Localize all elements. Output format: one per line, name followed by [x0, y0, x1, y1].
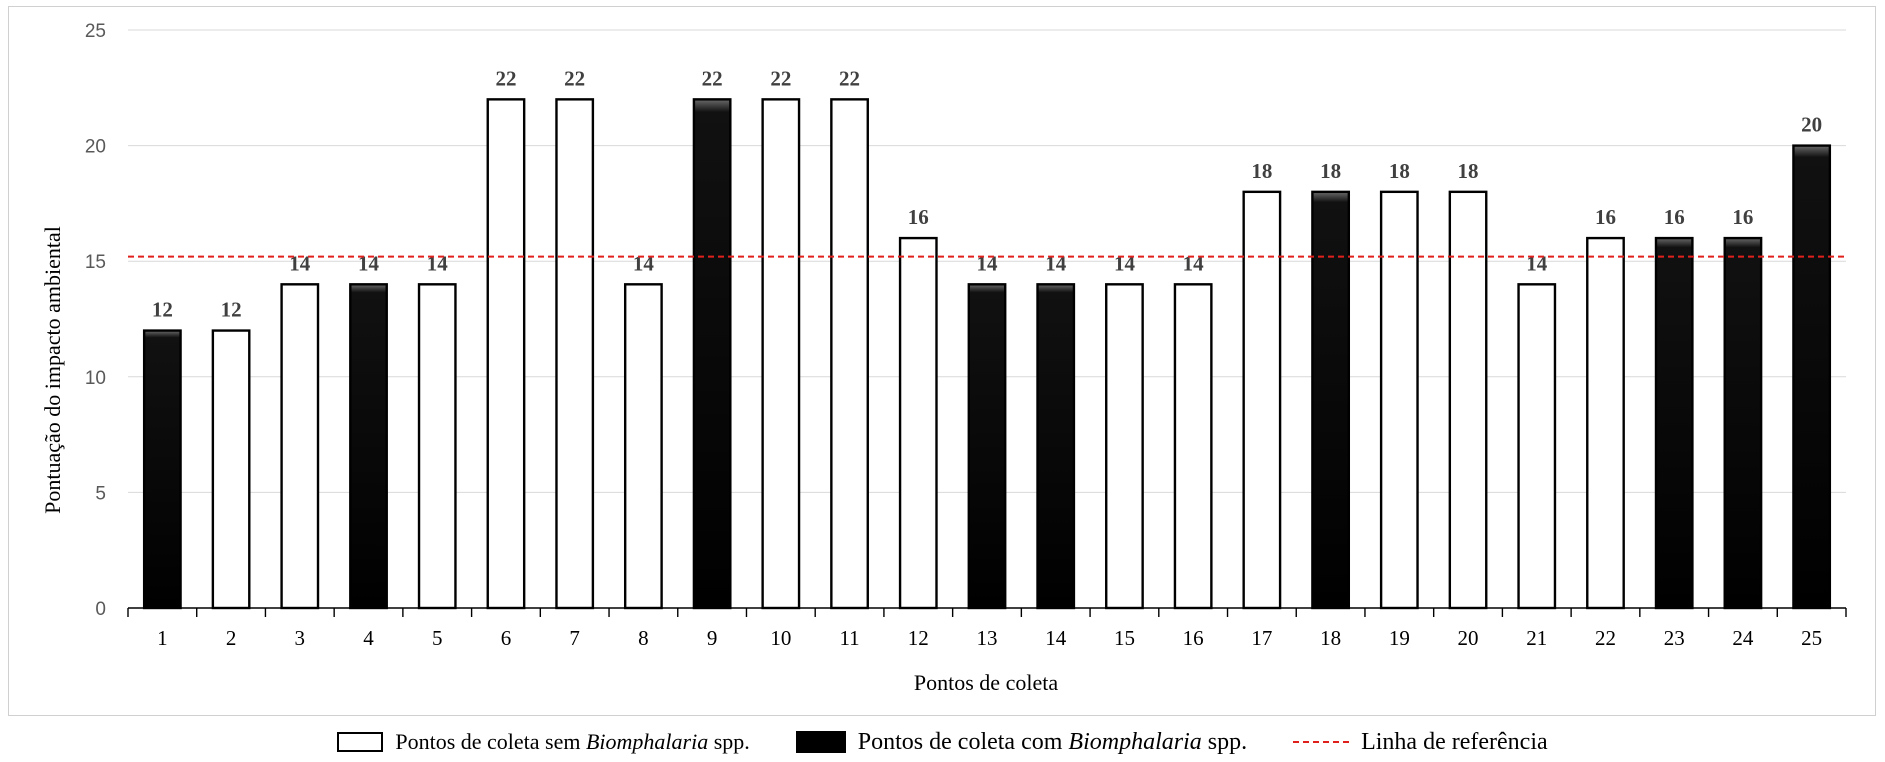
- legend-item-without: Pontos de coleta sem Biomphalaria spp.: [337, 729, 750, 755]
- x-tick-label-17: 17: [1251, 626, 1272, 650]
- value-label-3: 14: [289, 251, 311, 275]
- bar-17: [1242, 190, 1282, 610]
- value-label-10: 22: [770, 66, 791, 90]
- value-label-19: 18: [1389, 159, 1410, 183]
- bar-13: [967, 283, 1007, 610]
- legend: Pontos de coleta sem Biomphalaria spp. P…: [0, 724, 1885, 760]
- value-label-18: 18: [1320, 159, 1341, 183]
- bar-6: [486, 98, 526, 610]
- x-tick-label-2: 2: [226, 626, 237, 650]
- bar-15: [1105, 283, 1144, 610]
- legend-swatch-filled: [795, 731, 846, 753]
- bar-25: [1792, 144, 1832, 610]
- chart-frame: [8, 6, 1876, 716]
- bar-9: [692, 98, 732, 610]
- bar-5: [417, 283, 457, 610]
- value-label-8: 14: [633, 251, 655, 275]
- bars: 12 12 14 14 14 22 22 14 22 22 22 16 14 14 14 14 18 18 18 18…: [142, 66, 1832, 610]
- y-tick-label-25: 25: [85, 21, 106, 42]
- bar-12: [898, 236, 938, 610]
- value-label-1: 12: [152, 298, 173, 322]
- y-axis-title: Pontuação do impacto ambiental: [40, 226, 65, 514]
- value-label-9: 22: [702, 66, 723, 90]
- bar-7: [555, 98, 595, 610]
- value-label-7: 22: [564, 66, 585, 90]
- x-tick-label-9: 9: [707, 626, 718, 650]
- bar-19: [1379, 190, 1419, 610]
- bar-10: [761, 98, 801, 610]
- y-tick-label-15: 15: [85, 252, 106, 273]
- x-tick-label-1: 1: [157, 626, 168, 650]
- legend-item-with: Pontos de coleta com Biomphalaria spp.: [795, 728, 1248, 756]
- bar-4: [349, 283, 388, 610]
- value-label-21: 14: [1526, 251, 1548, 275]
- x-tick-label-6: 6: [501, 626, 512, 650]
- bar-1: [142, 329, 182, 610]
- x-tick-label-24: 24: [1732, 626, 1754, 650]
- x-tick-label-11: 11: [839, 626, 859, 650]
- bar-11: [830, 98, 869, 610]
- bar-22: [1586, 236, 1625, 610]
- bar-14: [1036, 283, 1076, 610]
- y-tick-label-0: 0: [95, 599, 106, 620]
- bar-24: [1723, 236, 1763, 610]
- x-tick-label-25: 25: [1801, 626, 1822, 650]
- value-label-15: 14: [1114, 251, 1136, 275]
- value-label-2: 12: [221, 298, 242, 322]
- value-label-5: 14: [427, 251, 449, 275]
- x-tick-label-10: 10: [770, 626, 791, 650]
- x-tick-label-4: 4: [363, 626, 374, 650]
- legend-label-reference: Linha de referência: [1361, 728, 1548, 755]
- y-tick-label-5: 5: [95, 483, 106, 504]
- bar-18: [1311, 190, 1351, 610]
- x-tick-label-13: 13: [977, 626, 998, 650]
- x-axis-title: Pontos de coleta: [914, 670, 1058, 695]
- x-tick-label-12: 12: [908, 626, 929, 650]
- value-label-16: 14: [1183, 251, 1205, 275]
- value-label-12: 16: [908, 205, 929, 229]
- y-tick-label-20: 20: [85, 137, 106, 158]
- x-tick-label-15: 15: [1114, 626, 1135, 650]
- bar-16: [1173, 283, 1213, 610]
- value-label-23: 16: [1664, 205, 1685, 229]
- bar-2: [211, 329, 251, 610]
- legend-swatch-reference-line: [1293, 741, 1350, 743]
- x-tick-label-19: 19: [1389, 626, 1410, 650]
- value-label-13: 14: [977, 251, 999, 275]
- legend-label-without: Pontos de coleta sem Biomphalaria spp.: [395, 729, 750, 754]
- value-label-25: 20: [1801, 113, 1822, 137]
- value-label-14: 14: [1045, 251, 1067, 275]
- value-label-6: 22: [495, 66, 516, 90]
- value-label-4: 14: [358, 251, 380, 275]
- legend-item-reference: Linha de referência: [1293, 729, 1548, 756]
- x-tick-label-5: 5: [432, 626, 443, 650]
- legend-swatch-open: [337, 732, 384, 752]
- x-tick-label-14: 14: [1045, 626, 1067, 650]
- bar-21: [1517, 283, 1557, 610]
- bar-23: [1654, 236, 1694, 610]
- value-label-11: 22: [839, 66, 860, 90]
- bar-20: [1448, 190, 1488, 610]
- value-label-22: 16: [1595, 205, 1616, 229]
- x-tick-label-16: 16: [1183, 626, 1204, 650]
- legend-label-with: Pontos de coleta com Biomphalaria spp.: [857, 728, 1248, 755]
- x-tick-label-21: 21: [1526, 626, 1547, 650]
- bar-8: [623, 283, 663, 610]
- x-tick-label-22: 22: [1595, 626, 1616, 650]
- value-label-17: 18: [1251, 159, 1272, 183]
- value-label-24: 16: [1732, 205, 1753, 229]
- x-tick-label-8: 8: [638, 626, 649, 650]
- y-tick-label-10: 10: [85, 368, 106, 389]
- x-tick-label-18: 18: [1320, 626, 1341, 650]
- x-tick-label-20: 20: [1458, 626, 1479, 650]
- value-label-20: 18: [1458, 159, 1479, 183]
- x-tick-label-23: 23: [1664, 626, 1685, 650]
- x-tick-label-7: 7: [569, 626, 580, 650]
- x-tick-label-3: 3: [295, 626, 306, 650]
- bar-3: [280, 283, 320, 610]
- gridlines: [128, 29, 1846, 493]
